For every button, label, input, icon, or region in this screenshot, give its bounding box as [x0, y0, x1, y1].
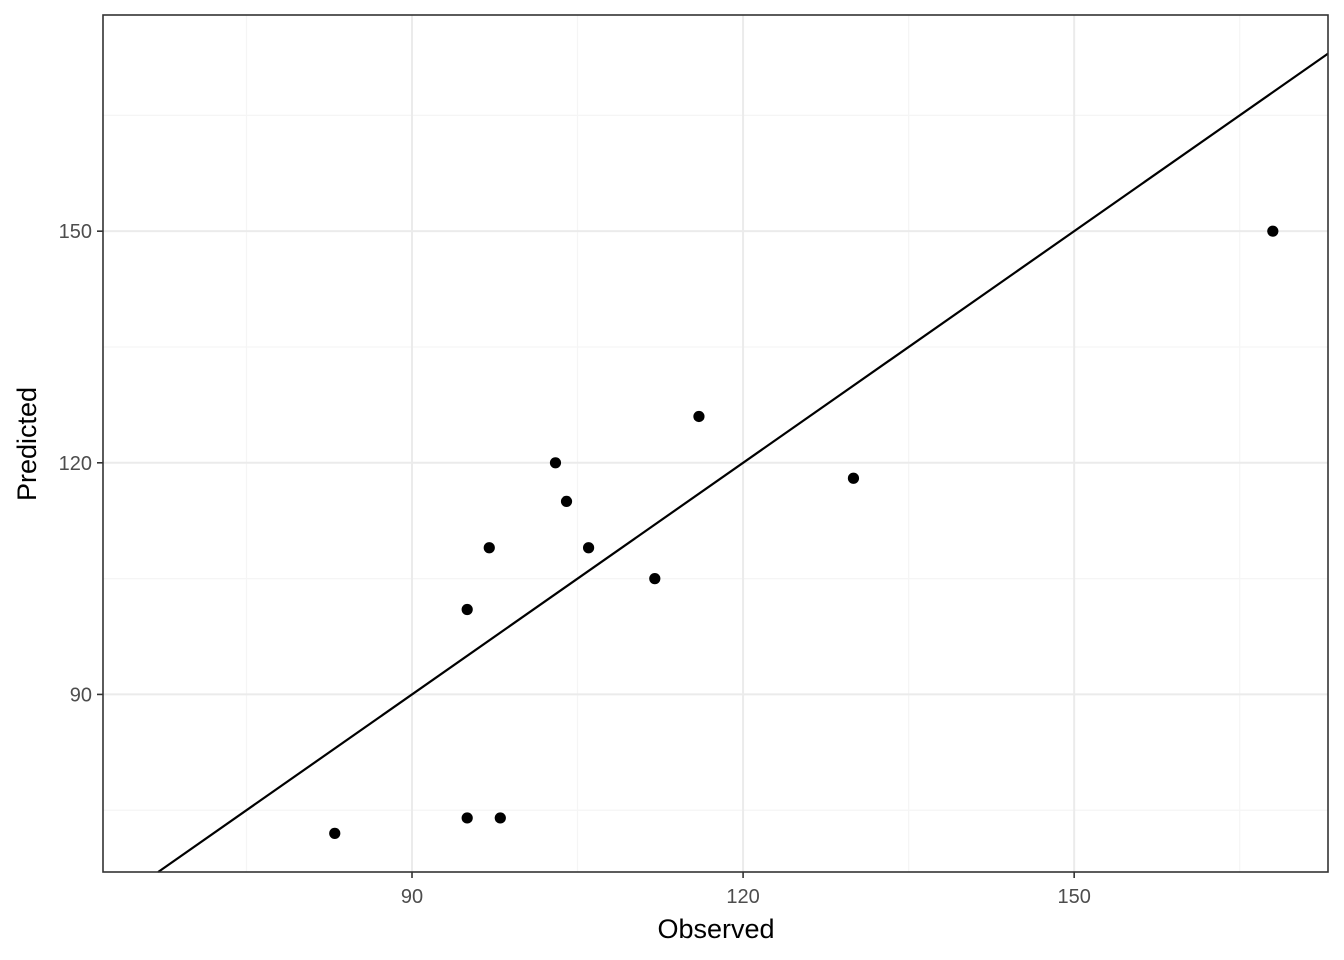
identity-line: [157, 52, 1329, 873]
y-tick-label: 90: [70, 684, 92, 706]
data-point: [549, 457, 562, 469]
y-axis-title: Predicted: [12, 387, 42, 501]
y-axis-ticks: 90 120 150: [59, 221, 103, 706]
x-axis-ticks: 90 120 150: [401, 872, 1091, 908]
minor-gridlines: [103, 15, 1328, 872]
data-point: [483, 542, 495, 554]
reference-line-layer: [157, 52, 1329, 873]
y-tick-label: 120: [59, 453, 92, 475]
major-gridlines: [103, 15, 1328, 872]
data-point: [329, 827, 341, 839]
data-point: [461, 812, 473, 824]
data-point: [1267, 225, 1279, 237]
data-points: [329, 225, 1279, 839]
data-point: [560, 495, 573, 508]
data-point: [693, 410, 705, 423]
data-point: [649, 573, 661, 585]
x-tick-label: 150: [1057, 886, 1090, 908]
data-point: [461, 603, 473, 616]
data-point: [847, 472, 860, 484]
y-tick-label: 150: [59, 221, 92, 243]
data-point: [582, 542, 595, 554]
panel-border: [102, 14, 1329, 873]
x-tick-label: 120: [726, 886, 759, 908]
data-point: [494, 812, 506, 824]
x-axis-title: Observed: [657, 914, 774, 944]
x-tick-label: 90: [401, 886, 423, 908]
